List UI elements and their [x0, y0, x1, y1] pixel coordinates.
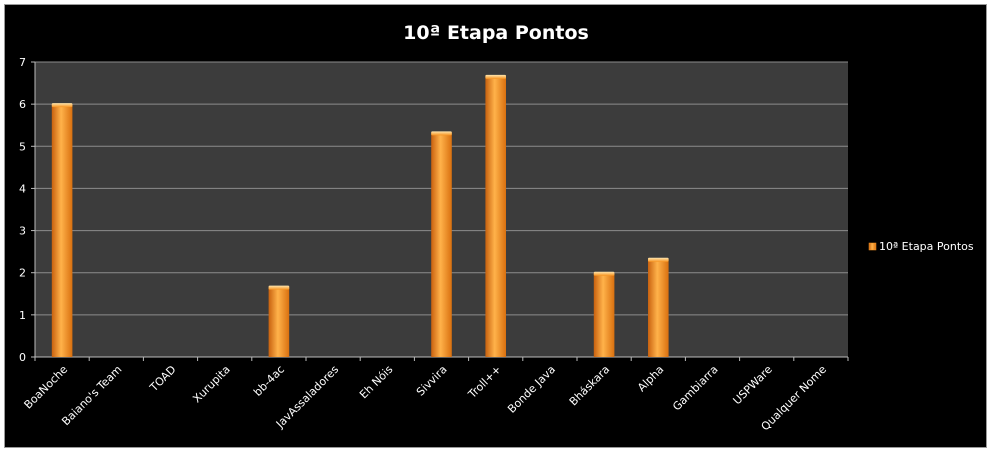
bar [268, 286, 290, 357]
y-tick-label: 1 [19, 309, 26, 322]
y-tick-label: 7 [19, 56, 26, 69]
x-tick-label: Alpha [635, 363, 666, 394]
bar-cap [431, 131, 452, 136]
x-tick-label: Xurupita [190, 363, 232, 405]
chart-title: 10ª Etapa Pontos [403, 22, 589, 44]
bar-cap [593, 271, 615, 276]
bar-chart: 10ª Etapa Pontos 01234567BoaNocheBaiano'… [19, 22, 974, 433]
x-tick-label: Gambiarra [670, 363, 720, 413]
x-tick-label: BoaNoche [22, 363, 71, 412]
bar [51, 104, 73, 358]
legend: 10ª Etapa Pontos [868, 240, 974, 253]
y-tick-label: 2 [19, 267, 26, 280]
bar [485, 75, 506, 358]
y-tick-label: 4 [19, 182, 26, 195]
x-tick-label: Bháskara [567, 363, 612, 408]
bar [593, 272, 615, 357]
bar-cap [268, 285, 290, 290]
bar [648, 258, 669, 357]
y-tick-label: 0 [19, 351, 26, 364]
y-tick-label: 6 [19, 98, 26, 111]
x-tick-label: Troll++ [465, 363, 504, 402]
bar [431, 132, 452, 357]
x-tick-label: USPWare [731, 363, 775, 407]
bars [51, 74, 669, 358]
x-tick-label: Eh Nóis [357, 363, 395, 401]
bar-cap [648, 257, 669, 262]
x-tick-label: Sivvira [414, 363, 450, 399]
bar-cap [51, 103, 73, 108]
x-tick-label: bb-4ac [251, 363, 287, 399]
chart-frame: 10ª Etapa Pontos 0 1 2 3 4 5 6 7 BoaNoche Baiano'… [4, 4, 987, 448]
y-tick-label: 5 [19, 140, 26, 153]
bar-cap [485, 74, 506, 79]
legend-swatch [868, 242, 877, 251]
legend-label: 10ª Etapa Pontos [879, 240, 974, 253]
x-tick-label: Bonde Java [505, 363, 558, 416]
y-tick-label: 3 [19, 225, 26, 238]
x-tick-label: TOAD [147, 363, 179, 395]
